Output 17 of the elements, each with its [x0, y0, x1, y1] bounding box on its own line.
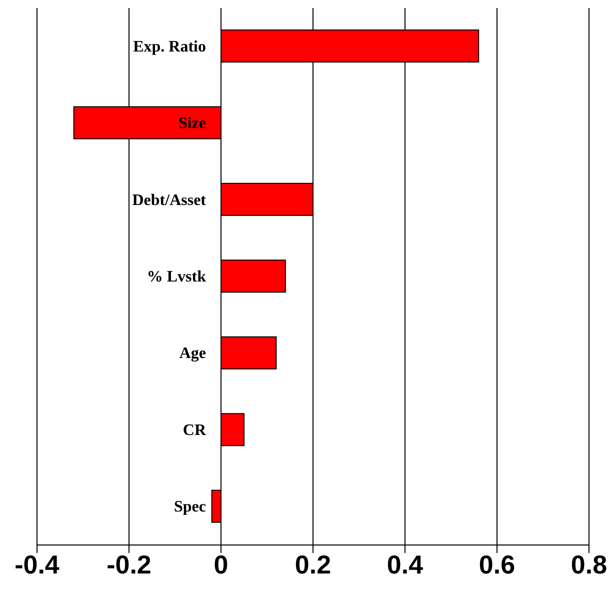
x-tick-label: 0.8	[570, 549, 608, 580]
x-tick-label: 0.6	[478, 549, 516, 580]
y-tick-label: Size	[178, 115, 206, 132]
bar	[220, 336, 277, 370]
y-tick-label: Spec	[174, 498, 206, 516]
x-tick-label: -0.2	[106, 549, 152, 580]
x-tick-label: -0.4	[14, 549, 60, 580]
bar	[220, 413, 244, 446]
x-tick-label: 0.2	[294, 549, 332, 580]
y-tick-label: Exp. Ratio	[133, 38, 206, 56]
x-tick-label: 0	[214, 549, 228, 580]
y-tick-label: CR	[182, 422, 206, 439]
x-tick-label: 0.4	[386, 549, 424, 580]
y-tick-label: % Lvstk	[146, 268, 206, 286]
bar	[220, 260, 286, 293]
y-tick-label: Age	[179, 345, 206, 362]
y-tick-label: Debt/Asset	[132, 192, 207, 209]
